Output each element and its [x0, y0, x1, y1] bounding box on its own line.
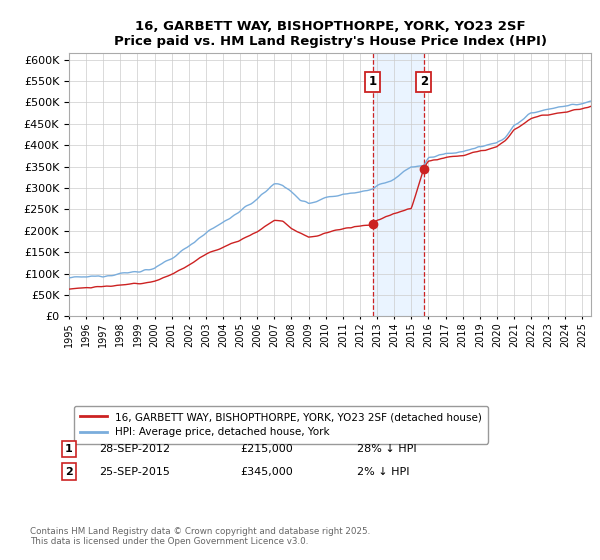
Text: 2: 2 — [420, 76, 428, 88]
Text: 2% ↓ HPI: 2% ↓ HPI — [357, 466, 409, 477]
Bar — [373, 53, 424, 316]
Text: 1: 1 — [368, 76, 377, 88]
Text: 28% ↓ HPI: 28% ↓ HPI — [357, 444, 416, 454]
Text: £215,000: £215,000 — [240, 444, 293, 454]
Text: 25-SEP-2015: 25-SEP-2015 — [99, 466, 170, 477]
Title: 16, GARBETT WAY, BISHOPTHORPE, YORK, YO23 2SF
Price paid vs. HM Land Registry's : 16, GARBETT WAY, BISHOPTHORPE, YORK, YO2… — [113, 20, 547, 48]
Text: £345,000: £345,000 — [240, 466, 293, 477]
Legend: 16, GARBETT WAY, BISHOPTHORPE, YORK, YO23 2SF (detached house), HPI: Average pri: 16, GARBETT WAY, BISHOPTHORPE, YORK, YO2… — [74, 406, 488, 444]
Text: 28-SEP-2012: 28-SEP-2012 — [99, 444, 170, 454]
Text: Contains HM Land Registry data © Crown copyright and database right 2025.
This d: Contains HM Land Registry data © Crown c… — [30, 526, 370, 546]
Text: 1: 1 — [65, 444, 73, 454]
Text: 2: 2 — [65, 466, 73, 477]
